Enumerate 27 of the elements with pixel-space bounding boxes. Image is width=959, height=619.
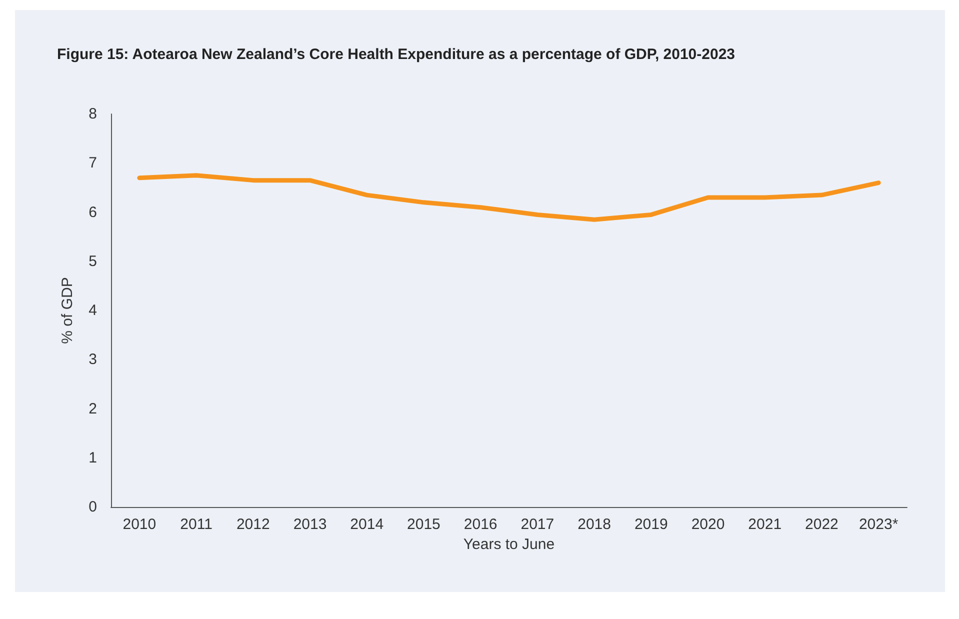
x-tick-label: 2018 (578, 516, 611, 533)
x-tick-label: 2012 (236, 516, 270, 533)
y-tick-label: 7 (88, 154, 97, 172)
x-tick-label: 2019 (634, 516, 668, 533)
x-axis-title: Years to June (463, 536, 555, 553)
x-tick-label: 2014 (350, 516, 384, 533)
y-tick-label: 2 (88, 400, 97, 418)
x-tick-label: 2015 (407, 516, 440, 533)
line-series (137, 173, 881, 222)
x-tick-label: 2010 (122, 516, 156, 533)
y-tick-label: 4 (88, 302, 97, 319)
y-axis-title: % of GDP (59, 277, 76, 344)
x-tick-label: 2016 (464, 516, 498, 533)
x-tick-label: 2021 (748, 516, 782, 533)
y-tick-label: 1 (88, 449, 97, 466)
x-tick-label: 2023* (858, 516, 898, 533)
y-tick-label: 8 (88, 106, 97, 122)
x-tick-label: 2011 (180, 516, 212, 533)
y-tick-label: 5 (88, 252, 97, 270)
x-tick-label: 2017 (520, 516, 554, 533)
x-tick-label: 2022 (805, 516, 838, 533)
y-tick-label: 6 (88, 204, 97, 221)
x-tick-label: 2020 (691, 516, 725, 533)
y-tick-label: 0 (88, 498, 97, 516)
y-tick-label: 3 (88, 351, 97, 368)
x-tick-label: 2013 (293, 516, 327, 533)
chart-title: Figure 15: Aotearoa New Zealand’s Core Health Expenditure as a percentage of GDP, 2010-2023 (57, 46, 736, 63)
